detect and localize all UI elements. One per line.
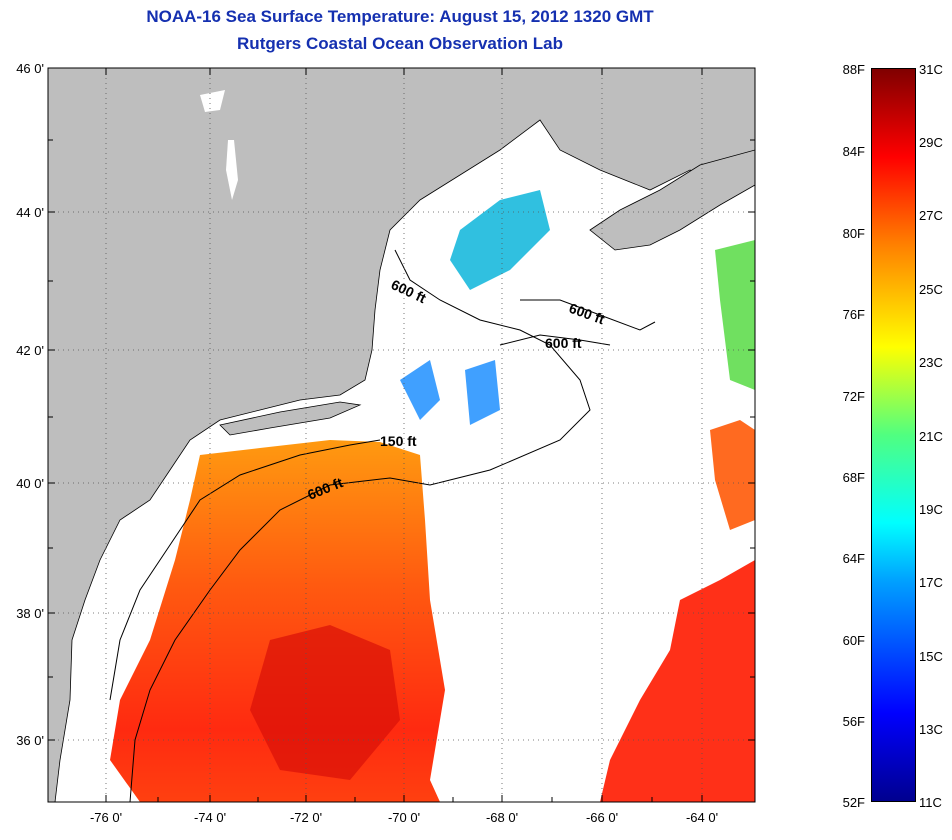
isobath-label-150ft: 150 ft (380, 433, 417, 449)
colorbar-f-88: 88F (842, 62, 865, 77)
map-subtitle: Rutgers Coastal Ocean Observation Lab (237, 34, 563, 53)
temperature-colorbar (871, 68, 916, 802)
colorbar-c-27: 27C (919, 208, 943, 223)
isobath-600ft-georges (520, 299, 656, 331)
isobath-150ft-inner (109, 439, 381, 701)
lon-label-72: -72 0' (290, 810, 322, 825)
lon-label-74: -74 0' (194, 810, 226, 825)
map-frame (47, 67, 756, 803)
lat-label-42: 42 0' (16, 343, 44, 358)
colorbar-c-29: 29C (919, 135, 943, 150)
nova-scotia-shelf-water (715, 240, 755, 390)
cool-water-cape-cod (400, 360, 500, 425)
colorbar-c-15: 15C (919, 649, 943, 664)
lat-label-44: 44 0' (16, 205, 44, 220)
colorbar-f-52: 52F (842, 795, 865, 810)
lat-label-40: 40 0' (16, 476, 44, 491)
dark-warm-core (250, 625, 400, 780)
colorbar-f-84: 84F (842, 144, 865, 159)
isobath-label-600ft-east: 600 ft (545, 335, 582, 351)
lat-label-46: 46 0' (16, 61, 44, 76)
long-island (219, 401, 362, 436)
colorbar-f-80: 80F (842, 226, 865, 241)
colorbar-c-25: 25C (919, 282, 943, 297)
lat-label-36: 36 0' (16, 733, 44, 748)
colorbar-f-56: 56F (842, 714, 865, 729)
lon-label-68: -68 0' (486, 810, 518, 825)
cool-water-gulf-of-maine (450, 190, 550, 290)
land-nova-scotia (589, 149, 755, 251)
land-mainland (48, 68, 755, 802)
lon-label-70: -70 0' (388, 810, 420, 825)
colorbar-c-21: 21C (919, 429, 943, 444)
colorbar-f-64: 64F (842, 551, 865, 566)
colorbar-f-60: 60F (842, 633, 865, 648)
colorbar-c-11: 11C (919, 795, 942, 810)
lake-northwest (200, 90, 225, 112)
lat-label-38: 38 0' (16, 606, 44, 621)
isobath-600ft-east (499, 334, 611, 346)
map-title: NOAA-16 Sea Surface Temperature: August … (146, 7, 654, 26)
colorbar-c-23: 23C (919, 355, 943, 370)
colorbar-c-17: 17C (919, 575, 943, 590)
isobath-600ft-shelf-break (129, 249, 591, 802)
axis-ticks (48, 67, 755, 802)
colorbar-c-13: 13C (919, 722, 943, 737)
colorbar-c-31: 31C (919, 62, 943, 77)
colorbar-c-19: 19C (919, 502, 943, 517)
warm-water-southeast (600, 560, 755, 802)
lon-label-66: -66 0' (586, 810, 618, 825)
colorbar-f-72: 72F (842, 389, 865, 404)
colorbar-f-68: 68F (842, 470, 865, 485)
lon-label-64: -64 0' (686, 810, 718, 825)
lon-label-76: -76 0' (90, 810, 122, 825)
colorbar-f-76: 76F (842, 307, 865, 322)
lake-champlain (226, 140, 238, 200)
warm-water-east (710, 420, 755, 530)
